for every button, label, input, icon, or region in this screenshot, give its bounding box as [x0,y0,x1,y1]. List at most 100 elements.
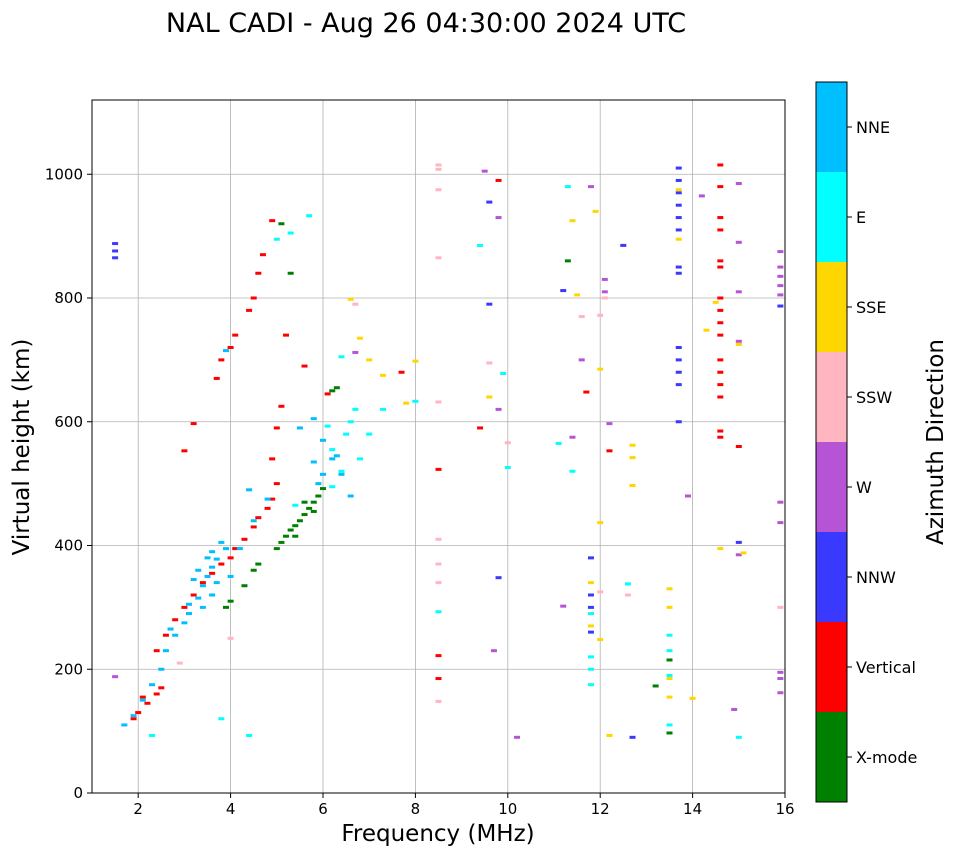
data-point [273,547,280,551]
colorbar-frame [815,81,848,803]
data-point [366,432,373,436]
colorbar-tick-label: NNE [856,118,890,137]
data-point [717,383,724,387]
data-point [490,649,497,653]
data-point [717,163,724,167]
data-point [329,389,336,393]
data-point [717,358,724,362]
data-point [666,658,673,662]
data-point [597,521,604,525]
data-point [213,581,220,585]
data-point [320,487,326,491]
data-point [675,383,682,387]
data-point [222,547,229,551]
data-point [435,188,442,192]
data-point [777,605,784,609]
data-point [675,237,682,241]
data-point [310,417,317,421]
data-point [578,358,585,362]
x-tick-label: 8 [411,800,421,818]
data-point [717,429,724,433]
data-point [495,407,502,411]
data-point [435,400,442,404]
data-point [139,698,146,702]
data-point [574,293,581,297]
data-point [296,426,303,430]
data-point [675,216,682,220]
data-point [246,308,253,312]
colorbar-tick-label: SSW [856,388,892,407]
data-point [398,370,405,374]
data-point [315,482,322,486]
data-point [731,707,738,711]
data-point [555,441,562,445]
data-point [296,519,303,523]
data-point [255,271,262,275]
data-point [241,584,248,588]
data-point [186,602,193,606]
data-point [149,683,156,687]
data-point [703,328,710,332]
data-point [777,284,784,288]
data-point [735,735,742,739]
data-point [338,469,345,473]
colorbar-segment [816,622,847,712]
colorbar-segment [816,532,847,622]
colorbar-tick-label: SSE [856,298,886,317]
data-point [675,346,682,349]
data-point [486,395,493,399]
data-point [172,633,179,637]
data-point [162,649,169,653]
data-point [666,605,673,609]
data-point [195,596,202,600]
data-point [477,426,484,430]
data-point [213,557,220,561]
data-point [366,358,373,362]
data-point [587,185,594,189]
colorbar-label: Azimuth Direction [923,339,949,545]
colorbar-segment [816,712,847,802]
data-point [587,593,594,597]
data-point [689,696,696,700]
y-tick-label: 200 [54,660,83,678]
data-point [264,497,271,501]
data-point [629,483,636,487]
data-point [629,735,636,739]
data-point [601,290,608,294]
data-point [435,677,442,681]
data-point [190,593,197,597]
x-axis-label: Frequency (MHz) [341,821,534,847]
data-point [587,630,594,634]
data-point [273,482,280,486]
data-point [287,231,294,235]
data-point [717,308,724,312]
data-point [121,723,128,727]
data-point [735,339,742,343]
data-point [250,568,257,572]
data-point [269,219,276,223]
data-point [195,568,202,572]
data-point [629,443,636,447]
data-point [624,593,631,597]
data-point [712,300,719,304]
data-point [587,667,594,671]
data-point [356,336,363,340]
data-point [777,265,784,269]
data-point [675,370,682,374]
data-point [735,290,742,294]
data-point [250,519,257,523]
data-point [301,513,308,517]
data-point [495,216,502,220]
data-point [315,494,322,498]
data-point [606,449,613,453]
data-point [675,188,682,192]
data-point [597,638,604,642]
data-point [250,525,257,529]
data-point [675,203,682,207]
data-point [204,574,211,578]
data-point [435,167,442,171]
data-point [587,605,594,609]
data-point [347,297,354,301]
data-point [735,240,742,244]
